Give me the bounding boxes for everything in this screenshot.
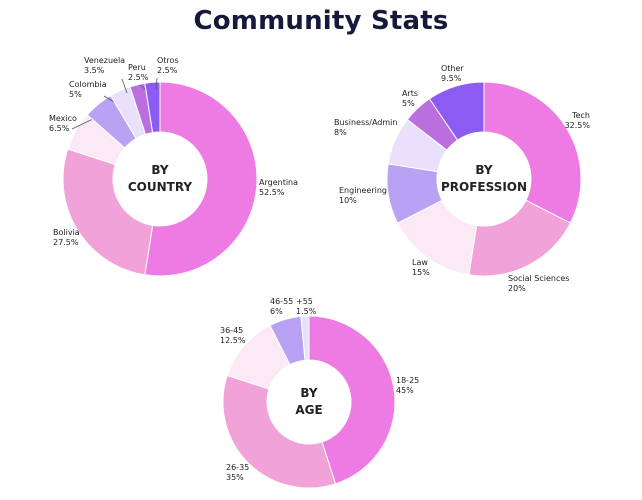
age-slice-26-35 (222, 374, 337, 489)
age-label-55: +55 1.5% (296, 297, 317, 316)
country-leader-line-peru (139, 84, 147, 91)
country-label-venezuela: Venezuela 3.5% (84, 56, 125, 75)
page-title: Community Stats (193, 6, 449, 36)
profession-slice-tech (483, 81, 582, 224)
profession-label-tech: Tech 32.5% (565, 111, 591, 130)
profession-label-other: Other 9.5% (441, 64, 464, 83)
country-label-mexico: Mexico 6.5% (49, 114, 77, 133)
country-label-argentina: Argentina 52.5% (259, 178, 298, 197)
profession-center-label: BY PROFESSION (441, 163, 527, 194)
country-leader-line-venezuela (121, 78, 128, 94)
age-donut-chart: 18-25 45% 26-35 35% 36-45 12.5% 46-55 6%+55 1.5%… (220, 297, 419, 489)
age-label-36-45: 36-45 12.5% (220, 326, 246, 345)
country-label-otros: Otros 2.5% (157, 56, 179, 75)
age-label-18-25: 18-25 45% (396, 376, 419, 395)
country-slice-bolivia (62, 148, 154, 276)
profession-label-social-sciences: Social Sciences 20% (508, 274, 569, 293)
country-donut-chart: Argentina 52.5% Bolivia 27.5% Mexico 6.5% Colo… (49, 56, 298, 277)
country-slice-argentina (144, 81, 258, 277)
country-center-label: BY COUNTRY (128, 163, 193, 194)
profession-label-business-admin: Business/Admin 8% (334, 118, 397, 137)
age-label-26-35: 26-35 35% (226, 463, 249, 482)
age-center-label: BY AGE (295, 386, 322, 417)
age-slice-18-25 (308, 315, 396, 485)
profession-slice-other (428, 81, 485, 141)
country-label-colombia: Colombia 5% (69, 80, 107, 99)
country-slice-otros (144, 81, 161, 134)
profession-label-law: Law 15% (412, 258, 430, 277)
profession-label-engineering: Engineering 10% (339, 186, 387, 205)
country-leader-line-mexico (71, 117, 96, 130)
profession-label-arts: Arts 5% (402, 89, 418, 108)
age-label-46-55: 46-55 6% (270, 297, 293, 316)
country-label-bolivia: Bolivia 27.5% (53, 228, 80, 247)
profession-donut-chart: Tech 32.5% Social Sciences 20% Law 15% Enginee… (334, 64, 590, 293)
country-leader-line-otros (155, 77, 158, 90)
age-slice-55 (300, 315, 310, 361)
country-label-peru: Peru 2.5% (128, 63, 149, 82)
